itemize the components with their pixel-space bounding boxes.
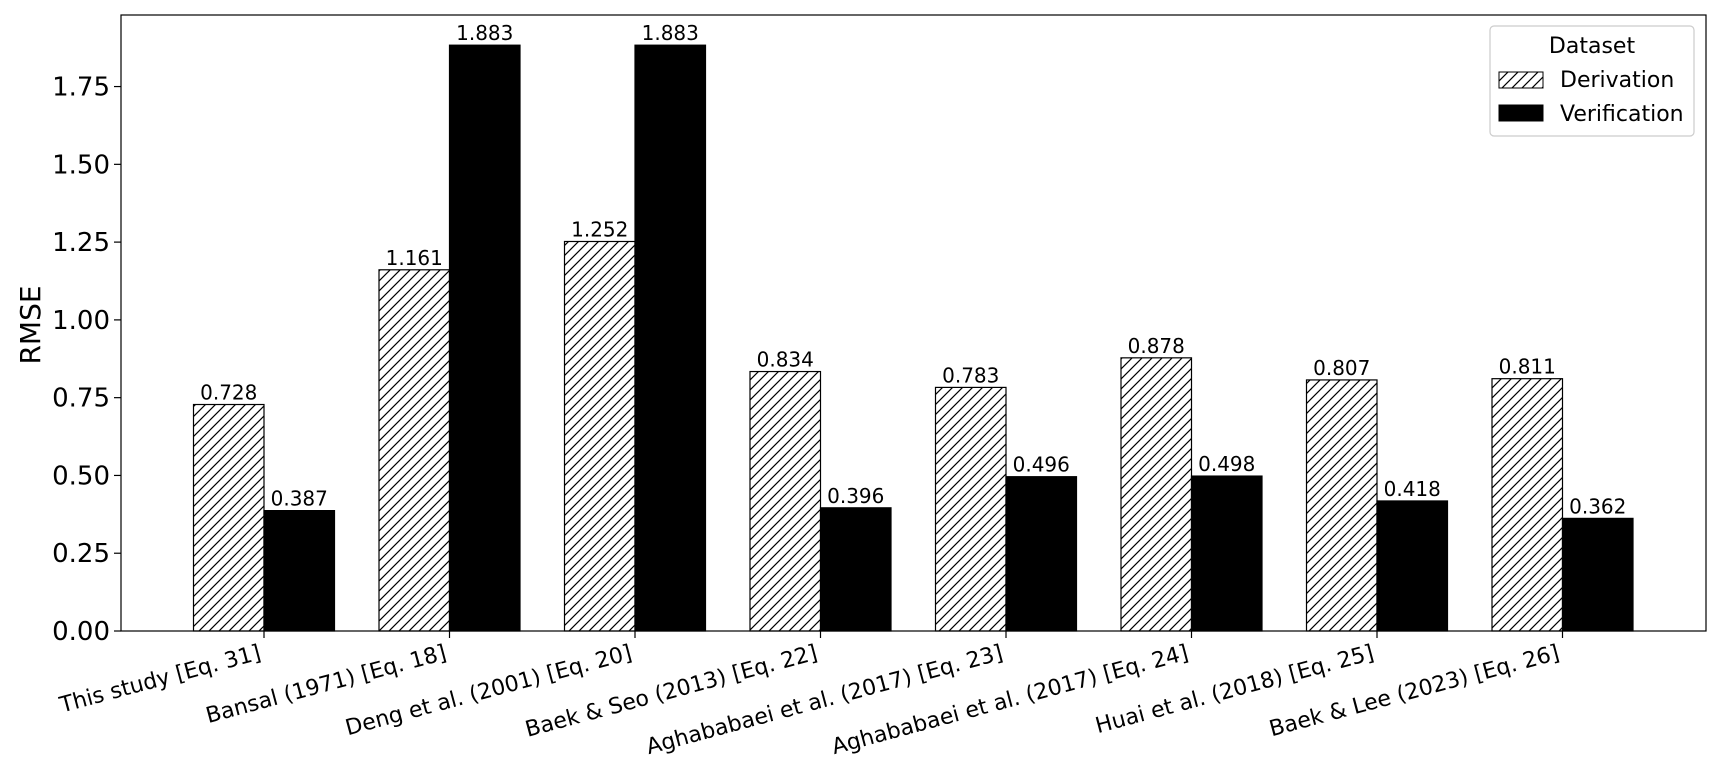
y-tick-label: 0.00: [52, 617, 110, 647]
y-tick-label: 1.75: [52, 73, 110, 103]
legend: Dataset Derivation Verification: [1489, 25, 1695, 137]
x-tick-label: Aghababaei et al. (2017) [Eq. 24]: [829, 641, 1191, 760]
data-label-derivation: 0.807: [1313, 356, 1370, 380]
x-axis: This study [Eq. 31]Bansal (1971) [Eq. 18…: [56, 631, 1564, 760]
y-tick-label: 1.00: [52, 306, 110, 336]
y-tick-label: 0.75: [52, 384, 110, 414]
data-label-derivation: 0.811: [1499, 355, 1556, 379]
bar-verification: [1005, 476, 1078, 632]
data-label-verification: 0.498: [1198, 452, 1255, 476]
y-tick-label: 1.50: [52, 150, 110, 180]
data-label-verification: 1.883: [642, 21, 699, 45]
bar-verification: [1376, 500, 1449, 632]
y-axis: 0.00 0.25 0.50 0.75 1.00 1.25 1.50 1.75: [52, 73, 121, 647]
data-label-verification: 0.362: [1569, 494, 1626, 518]
y-axis-label: RMSE: [14, 285, 47, 364]
plot-area: [121, 15, 1706, 631]
data-label-derivation: 1.161: [386, 246, 443, 270]
legend-title: Dataset: [1549, 34, 1636, 59]
y-tick-label: 0.50: [52, 461, 110, 491]
bar-derivation: [749, 370, 822, 632]
y-tick-label: 1.25: [52, 228, 110, 258]
bar-derivation: [934, 386, 1007, 632]
legend-label-verification: Verification: [1560, 102, 1684, 127]
data-label-verification: 1.883: [456, 21, 513, 45]
bar-verification: [819, 507, 892, 632]
data-label-verification: 0.418: [1384, 477, 1441, 501]
legend-swatch-verification: [1498, 104, 1544, 122]
data-label-derivation: 0.878: [1128, 334, 1185, 358]
data-label-verification: 0.387: [271, 487, 328, 511]
data-label-derivation: 1.252: [571, 217, 628, 241]
data-label-verification: 0.396: [827, 484, 884, 508]
bar-verification: [263, 510, 336, 632]
bar-derivation: [192, 403, 265, 632]
bars-group: 0.728 0.387 1.161 1.883 1.252 1.883 0.834 0.396…: [192, 21, 1634, 632]
data-label-derivation: 0.834: [757, 348, 814, 372]
bar-verification: [448, 44, 521, 632]
data-label-derivation: 0.783: [942, 363, 999, 387]
x-tick-label: Aghababaei et al. (2017) [Eq. 23]: [644, 641, 1006, 760]
y-tick-label: 0.25: [52, 539, 110, 569]
bar-derivation: [1120, 357, 1193, 632]
bar-derivation: [378, 269, 451, 632]
legend-label-derivation: Derivation: [1560, 68, 1674, 93]
bar-derivation: [563, 240, 636, 632]
bar-verification: [1561, 517, 1634, 632]
plot-frame: [120, 14, 1707, 632]
bar-verification: [1190, 475, 1263, 632]
bar-derivation: [1491, 378, 1564, 632]
data-label-verification: 0.496: [1013, 453, 1070, 477]
bar-derivation: [1305, 379, 1378, 632]
bar-verification: [634, 44, 707, 632]
data-label-derivation: 0.728: [200, 381, 257, 405]
legend-swatch-derivation: [1498, 71, 1544, 89]
